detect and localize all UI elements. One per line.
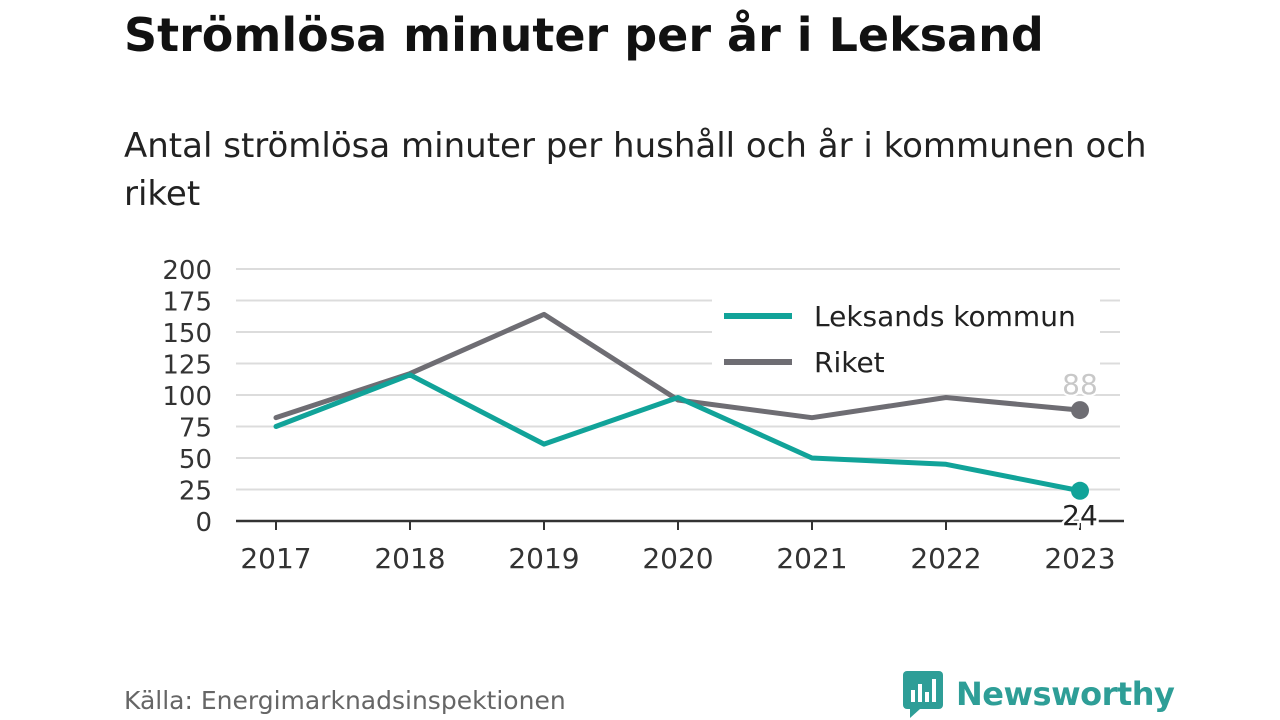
- chart-subtitle: Antal strömlösa minuter per hushåll och …: [124, 126, 1147, 214]
- y-tick-label-25: 25: [179, 477, 212, 507]
- series-line-leksand: [273, 372, 1083, 494]
- x-axis: 2017 2018 2019 2020 2021 2022 2023: [236, 519, 1124, 575]
- y-tick-label-175: 175: [162, 288, 212, 318]
- x-tick-label-2020: 2020: [642, 542, 713, 575]
- brand-name: Newsworthy: [956, 675, 1175, 713]
- end-label-riket: 88: [1062, 368, 1098, 401]
- y-tick-label-100: 100: [162, 382, 212, 412]
- y-tick-label-0: 0: [195, 508, 212, 538]
- x-tick-label-2022: 2022: [910, 542, 981, 575]
- source-note: Källa: Energimarknadsinspektionen: [124, 686, 566, 715]
- newsworthy-logo: Newsworthy: [902, 670, 1175, 718]
- x-tick-label-2021: 2021: [776, 542, 847, 575]
- legend-label-riket: Riket: [814, 346, 885, 379]
- y-tick-label-200: 200: [162, 256, 212, 286]
- x-tick-label-2019: 2019: [508, 542, 579, 575]
- legend-label-leksand: Leksands kommun: [814, 300, 1076, 333]
- legend-background: [712, 296, 1100, 392]
- end-point-leksand: [1071, 481, 1089, 500]
- y-tick-label-50: 50: [179, 445, 212, 475]
- series-lines: [273, 311, 1089, 500]
- end-labels: 88 24: [1060, 366, 1101, 534]
- x-tick-label-2017: 2017: [240, 542, 311, 575]
- legend: Leksands kommun Riket: [712, 296, 1100, 392]
- end-point-riket: [1071, 401, 1089, 420]
- y-tick-label-150: 150: [162, 319, 212, 349]
- x-tick-label-2023: 2023: [1044, 542, 1115, 575]
- y-tick-label-75: 75: [179, 414, 212, 444]
- y-tick-label-125: 125: [162, 351, 212, 381]
- x-tick-label-2018: 2018: [374, 542, 445, 575]
- newsworthy-logo-icon: [903, 671, 943, 718]
- chart-title: Strömlösa minuter per år i Leksand: [124, 8, 1044, 62]
- end-label-leksand: 24: [1062, 499, 1098, 532]
